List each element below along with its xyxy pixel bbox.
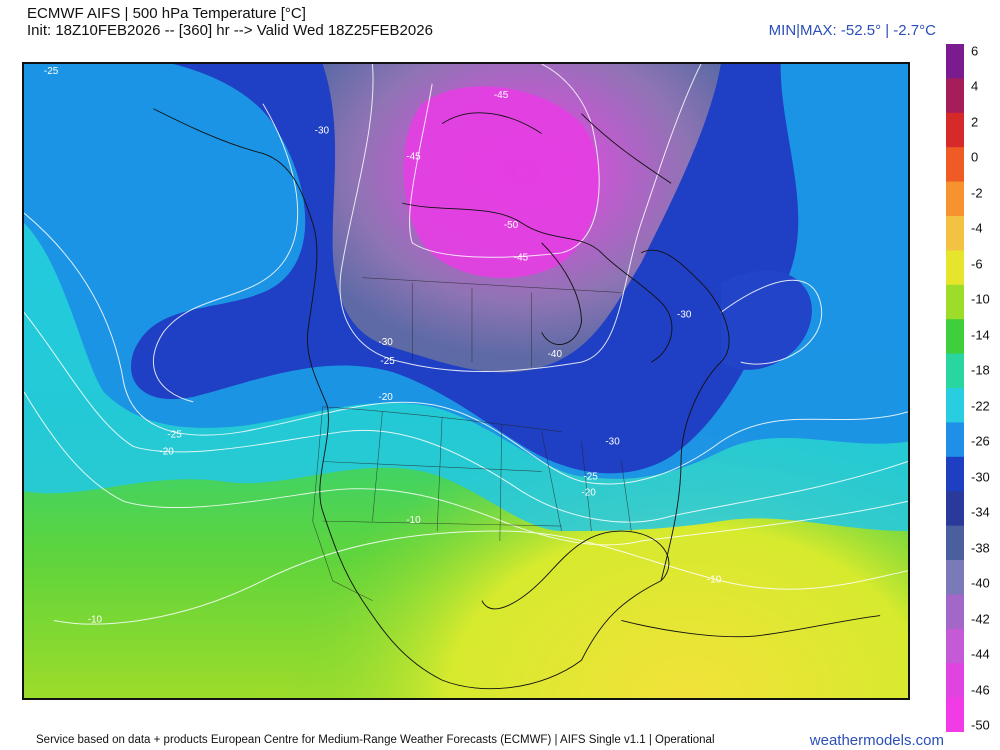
colorbar-swatch	[946, 525, 964, 561]
colorbar-swatch	[946, 284, 964, 320]
contour-label: -10	[406, 515, 421, 526]
colorbar-tick-label: -4	[971, 220, 983, 236]
colorbar-swatch	[946, 456, 964, 492]
colorbar-tick-label: -46	[971, 682, 990, 698]
contour-label: -50	[504, 220, 519, 231]
contour-label: -45	[406, 151, 421, 162]
map-subtitle: Init: 18Z10FEB2026 -- [360] hr --> Valid…	[27, 22, 433, 39]
colorbar-tick-label: 4	[971, 78, 979, 94]
isotherms	[24, 64, 908, 625]
colorbar-swatch	[946, 594, 964, 630]
contour-label: -30	[677, 309, 692, 320]
colorbar-swatch	[946, 216, 964, 251]
contour-label: -10	[707, 575, 722, 586]
colorbar-tick-label: -6	[971, 256, 983, 272]
colorbar-swatch	[946, 147, 964, 183]
colorbar-swatch	[946, 560, 964, 595]
colorbar-tick-label: -26	[971, 433, 990, 449]
colorbar-tick-label: 6	[971, 43, 979, 59]
colorbar-tick-label: 2	[971, 114, 979, 130]
colorbar-tick-label: -34	[971, 504, 990, 520]
contour-label: -20	[159, 447, 174, 458]
contour-label: -25	[583, 471, 598, 482]
contour-labels: -25 -30 -45 -45 -50 -45 -30 -30 -25 -20 …	[44, 66, 722, 626]
colorbar-swatch	[946, 181, 964, 217]
colorbar-swatches	[946, 44, 964, 732]
colorbar-tick-label: -18	[971, 362, 990, 378]
colorbar-tick-label: -42	[971, 611, 990, 627]
colorbar-swatch	[946, 697, 964, 732]
colorbar-swatch	[946, 663, 964, 699]
min-max-readout: MIN|MAX: -52.5° | -2.7°C	[768, 22, 936, 39]
colorbar-tick-label: -40	[971, 575, 990, 591]
colorbar-swatch	[946, 422, 964, 458]
colorbar	[946, 44, 964, 732]
colorbar-tick-label: -38	[971, 540, 990, 556]
map-title: ECMWF AIFS | 500 hPa Temperature [°C]	[27, 5, 306, 22]
contour-label: -45	[494, 90, 509, 101]
temperature-map: -25 -30 -45 -45 -50 -45 -30 -30 -25 -20 …	[22, 62, 910, 700]
colorbar-swatch	[946, 78, 964, 114]
brand-link[interactable]: weathermodels.com	[809, 732, 944, 749]
contour-label: -45	[514, 253, 529, 264]
colorbar-swatch	[946, 319, 964, 355]
contour-label: -20	[378, 392, 393, 403]
contour-label: -30	[605, 437, 620, 448]
colorbar-swatch	[946, 44, 964, 79]
colorbar-swatch	[946, 628, 964, 664]
contour-label: -25	[44, 66, 59, 77]
colorbar-tick-label: -10	[971, 291, 990, 307]
political-boundaries	[312, 277, 632, 601]
contour-label: -40	[548, 349, 563, 360]
contour-label: -10	[88, 614, 103, 625]
colorbar-tick-label: -22	[971, 398, 990, 414]
colorbar-tick-label: -44	[971, 646, 990, 662]
atlantic-low	[720, 270, 812, 370]
colorbar-swatch	[946, 112, 964, 148]
contour-label: -30	[378, 337, 393, 348]
coastlines	[153, 108, 881, 690]
contour-label: -25	[167, 430, 182, 441]
map-canvas: -25 -30 -45 -45 -50 -45 -30 -30 -25 -20 …	[24, 64, 908, 698]
data-credit: Service based on data + products Europea…	[36, 734, 715, 746]
contour-label: -20	[581, 487, 596, 498]
colorbar-swatch	[946, 388, 964, 423]
colorbar-swatch	[946, 250, 964, 286]
polar-vortex-core	[403, 86, 599, 278]
colorbar-swatch	[946, 353, 964, 389]
colorbar-swatch	[946, 491, 964, 527]
colorbar-tick-label: -30	[971, 469, 990, 485]
colorbar-tick-label: 0	[971, 149, 979, 165]
colorbar-tick-label: -2	[971, 185, 983, 201]
colorbar-tick-label: -50	[971, 717, 990, 733]
colorbar-tick-label: -14	[971, 327, 990, 343]
contour-label: -25	[380, 356, 395, 367]
contour-label: -30	[315, 126, 330, 137]
